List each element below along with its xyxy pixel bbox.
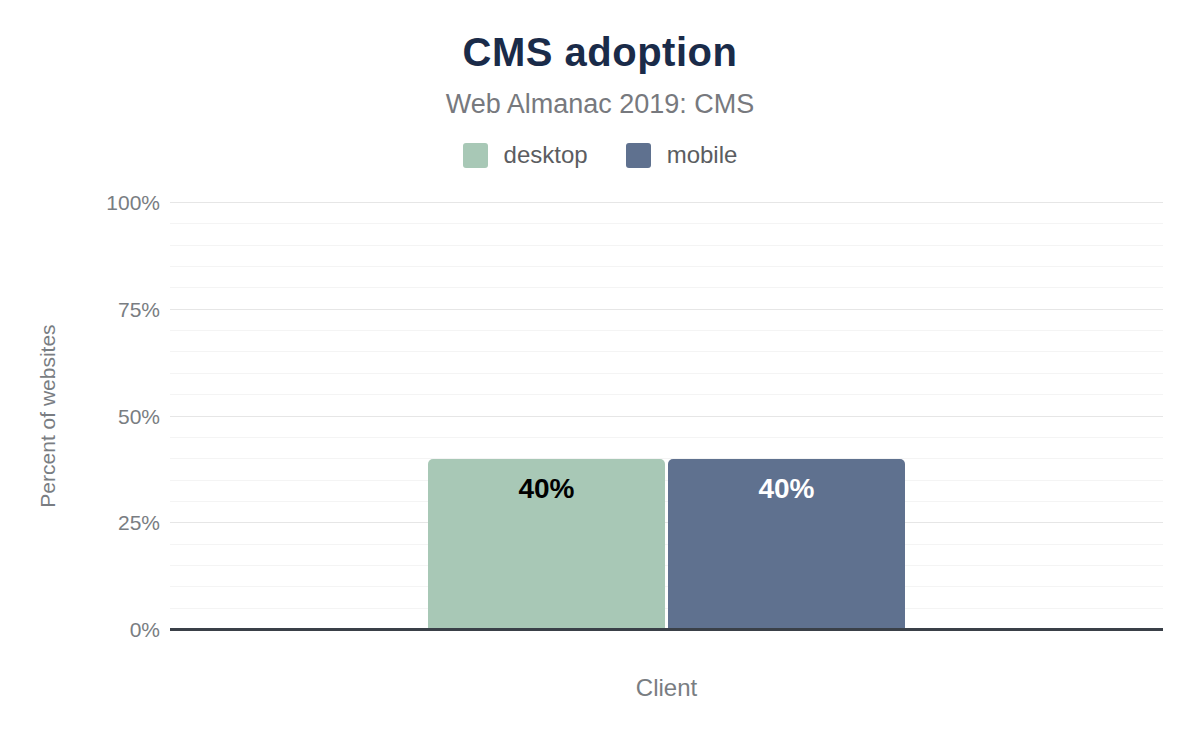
chart-title: CMS adoption [0,30,1200,75]
chart-legend: desktop mobile [0,141,1200,169]
gridline-minor [170,223,1163,224]
y-tick-label: 0% [130,618,160,642]
legend-item-mobile: mobile [626,141,738,169]
y-tick-label: 75% [118,298,160,322]
gridline-minor [170,544,1163,545]
gridline-minor [170,458,1163,459]
legend-item-desktop: desktop [463,141,588,169]
legend-swatch-desktop [463,143,488,168]
figure: CMS adoption Web Almanac 2019: CMS deskt… [0,0,1200,742]
gridline-minor [170,480,1163,481]
gridline-minor [170,287,1163,288]
x-axis-title: Client [170,674,1163,702]
legend-swatch-mobile [626,143,651,168]
bar-value-label-desktop: 40% [428,459,665,505]
y-axis-ticks: 0%25%50%75%100% [0,203,160,630]
bar-mobile: 40% [668,459,905,630]
gridline-minor [170,373,1163,374]
gridline-minor [170,351,1163,352]
gridline-minor [170,608,1163,609]
y-tick-label: 50% [118,405,160,429]
gridline-minor [170,394,1163,395]
gridline-major [170,522,1163,523]
x-axis-line [170,628,1163,631]
gridline-minor [170,245,1163,246]
bar-desktop: 40% [428,459,665,630]
gridline-major [170,309,1163,310]
bar-value-label-mobile: 40% [668,459,905,505]
gridline-major [170,202,1163,203]
gridline-major [170,416,1163,417]
plot-area: 40%40% [170,203,1163,630]
gridline-minor [170,565,1163,566]
y-tick-label: 100% [106,191,160,215]
gridline-minor [170,266,1163,267]
chart-subtitle: Web Almanac 2019: CMS [0,89,1200,120]
gridline-minor [170,437,1163,438]
gridline-minor [170,330,1163,331]
y-tick-label: 25% [118,511,160,535]
gridline-minor [170,586,1163,587]
gridline-minor [170,501,1163,502]
legend-label-desktop: desktop [504,141,588,169]
legend-label-mobile: mobile [667,141,738,169]
